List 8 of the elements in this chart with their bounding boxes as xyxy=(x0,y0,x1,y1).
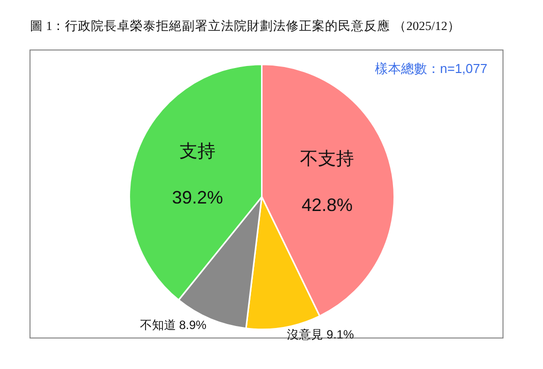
chart-title: 圖 1：行政院長卓榮泰拒絕副署立法院財劃法修正案的民意反應 （2025/12） xyxy=(30,18,460,34)
slice-label: 不知道 8.9% xyxy=(140,318,207,332)
data-label: 39.2% xyxy=(172,188,223,208)
text: 樣本總數：n=1,077 xyxy=(375,61,488,76)
data-label: 42.8% xyxy=(302,195,353,216)
slice-label: 沒意見 9.1% xyxy=(287,327,354,342)
slice-label: 不支持 xyxy=(300,148,354,168)
slice-label: 支持 xyxy=(179,140,216,161)
